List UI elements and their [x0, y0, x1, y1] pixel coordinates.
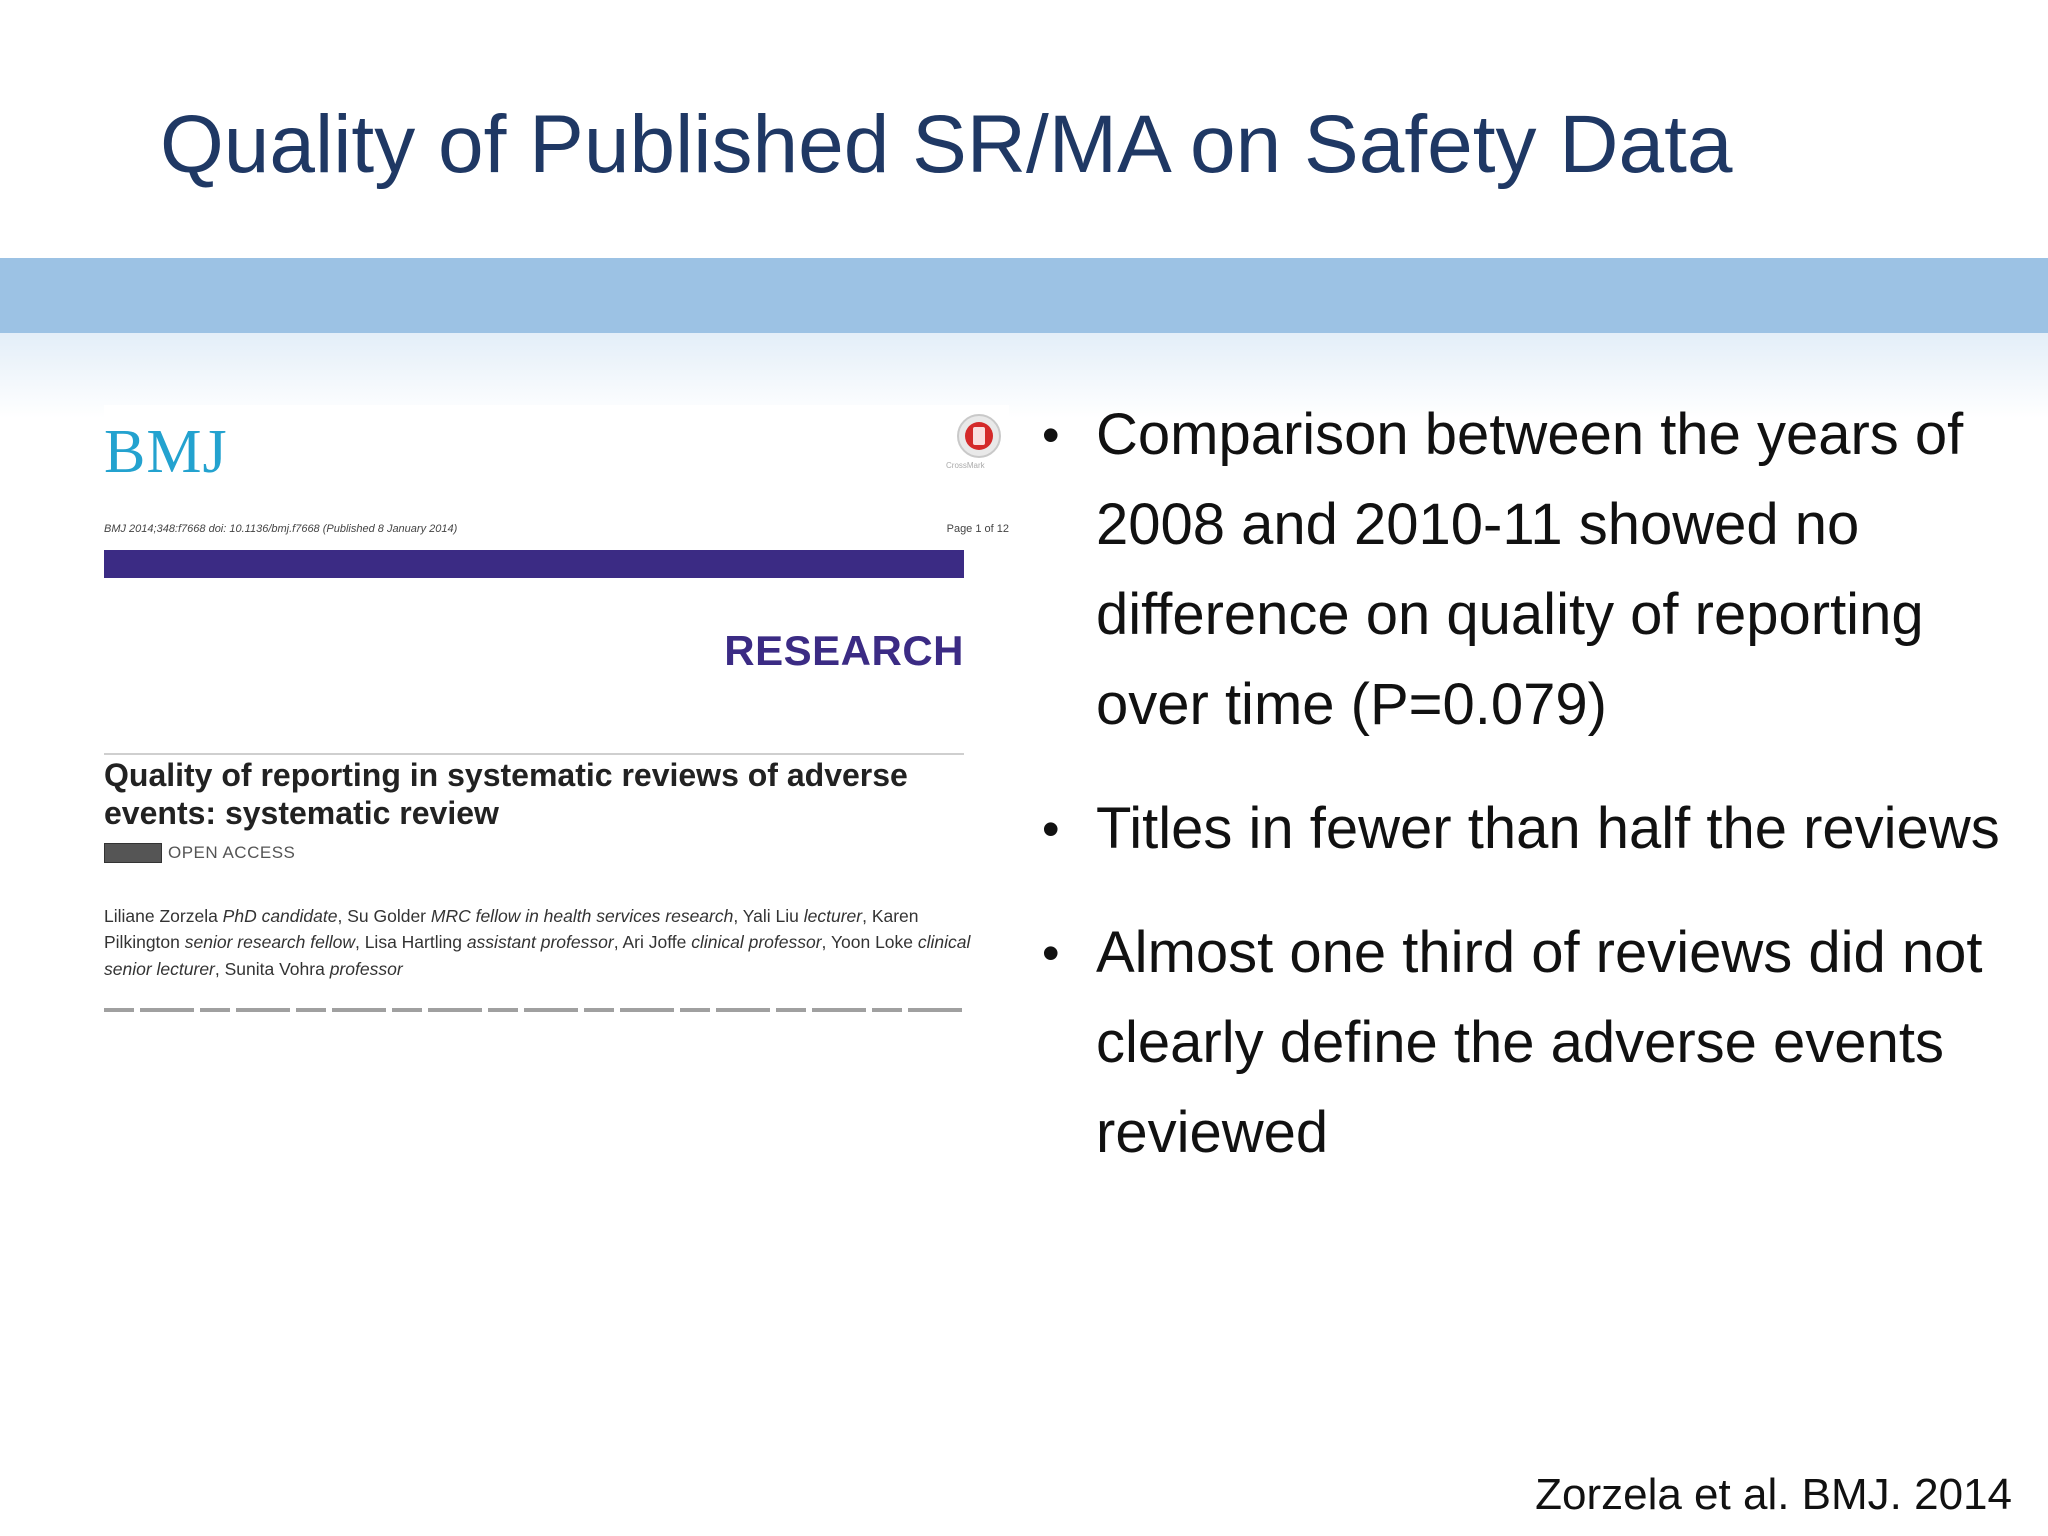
bullet-text: Almost one third of reviews did not clea… [1096, 920, 1983, 1165]
journal-header-bar [104, 550, 964, 578]
crossmark-icon [957, 414, 1001, 458]
bullet-icon: • [1042, 925, 1060, 981]
bullet-item: • Almost one third of reviews did not cl… [1040, 908, 2000, 1178]
bullet-item: • Comparison between the years of 2008 a… [1040, 390, 2000, 750]
open-access-badge: OPEN ACCESS [104, 843, 295, 863]
affiliation-line [104, 1008, 964, 1012]
crossmark-label: CrossMark [946, 461, 985, 470]
bullet-text: Titles in fewer than half the reviews [1096, 796, 2000, 861]
bmj-logo: BMJ [104, 418, 228, 486]
cc-license-icon [104, 843, 162, 863]
accent-fade [0, 333, 2048, 418]
open-access-label: OPEN ACCESS [168, 843, 296, 862]
page-number: Page 1 of 12 [946, 523, 1009, 535]
author-list: Liliane Zorzela PhD candidate, Su Golder… [104, 906, 971, 979]
bullet-icon: • [1042, 801, 1060, 857]
bullet-text: Comparison between the years of 2008 and… [1096, 402, 1964, 737]
article-divider [104, 753, 964, 755]
bullet-item: • Titles in fewer than half the reviews [1040, 784, 2000, 874]
article-title: Quality of reporting in systematic revie… [104, 757, 908, 831]
bullet-list: • Comparison between the years of 2008 a… [1040, 390, 2000, 1212]
slide-title: Quality of Published SR/MA on Safety Dat… [160, 99, 1733, 190]
article-thumbnail: BMJ CrossMark BMJ 2014;348:f7668 doi: 10… [104, 405, 1009, 1025]
accent-band [0, 258, 2048, 333]
section-label: RESEARCH [724, 627, 964, 674]
bullet-icon: • [1042, 407, 1060, 463]
source-citation: Zorzela et al. BMJ. 2014 [1535, 1470, 2012, 1519]
citation-line: BMJ 2014;348:f7668 doi: 10.1136/bmj.f766… [104, 523, 458, 535]
